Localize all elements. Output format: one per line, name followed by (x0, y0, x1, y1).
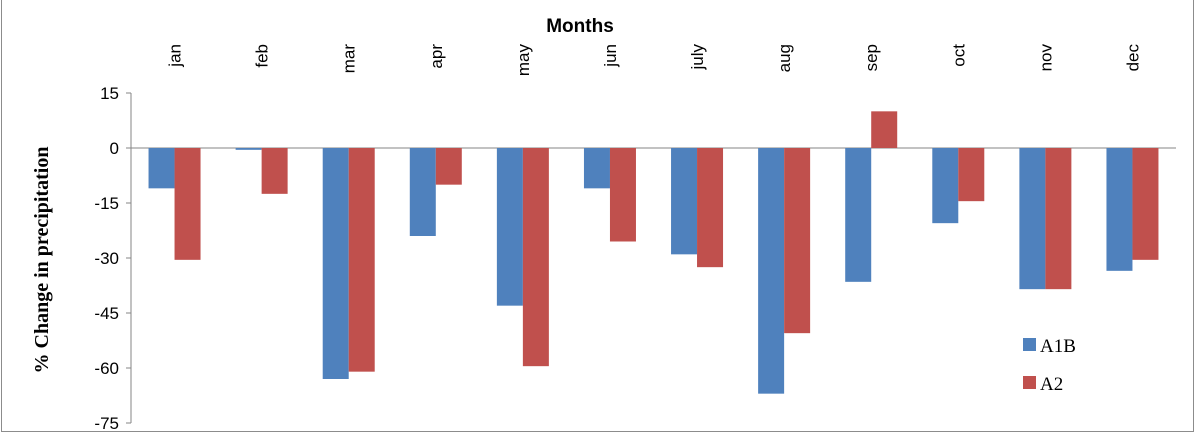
bar-a1b-nov (1019, 148, 1046, 290)
bar-a1b-feb (235, 148, 262, 150)
bar-a1b-mar (322, 148, 349, 379)
category-label: oct (949, 44, 968, 67)
legend-label: A1B (1040, 336, 1076, 357)
bar-a1b-aug (758, 148, 785, 394)
category-label: may (514, 44, 533, 77)
category-labels: jan feb mar apr may jun july aug sep oct nov dec (166, 44, 1143, 77)
bar-a1b-jan (148, 148, 175, 189)
category-label: sep (862, 44, 881, 71)
legend-swatch-a1b (1023, 338, 1036, 351)
bar-a2-jun (609, 148, 636, 242)
y-tick-label: -45 (94, 304, 119, 323)
category-label: apr (427, 44, 446, 69)
legend-label: A2 (1040, 374, 1063, 395)
bar-a1b-dec (1106, 148, 1133, 271)
bar-a1b-sep (845, 148, 872, 282)
bar-a1b-jun (583, 148, 610, 189)
y-tick-label: 15 (100, 84, 119, 103)
bar-a1b-apr (409, 148, 436, 236)
bar-a2-nov (1045, 148, 1072, 290)
y-tick-label: -75 (94, 414, 119, 433)
bar-a2-apr (435, 148, 462, 185)
bar-a1b-oct (932, 148, 959, 224)
y-tick-label: -30 (94, 249, 119, 268)
bar-a2-sep (871, 111, 898, 148)
bar-a2-oct (958, 148, 985, 202)
category-label: mar (340, 44, 359, 74)
axis-layer: 15 0 -15 -30 -45 -60 -75 (94, 84, 1176, 433)
y-tick-label: -60 (94, 359, 119, 378)
category-label: nov (1036, 44, 1055, 72)
bar-a2-aug (784, 148, 811, 334)
category-label: july (688, 44, 707, 71)
category-label: aug (775, 44, 794, 72)
bar-a2-july (697, 148, 724, 268)
bar-a2-mar (348, 148, 375, 372)
bar-a2-dec (1132, 148, 1159, 260)
y-axis-title: % Change in precipitation (31, 147, 53, 374)
category-label: feb (253, 44, 272, 68)
category-label: jan (166, 44, 185, 68)
category-label: jun (601, 44, 620, 68)
bar-a2-may (522, 148, 549, 367)
bar-a1b-may (496, 148, 523, 306)
legend: A1B A2 (1023, 336, 1076, 395)
bars-layer (148, 111, 1159, 394)
legend-swatch-a2 (1023, 376, 1036, 389)
bar-a1b-july (671, 148, 698, 255)
bar-a2-feb (261, 148, 288, 194)
x-axis-title: Months (546, 16, 614, 37)
category-label: dec (1123, 44, 1142, 72)
bar-a2-jan (174, 148, 201, 260)
y-tick-label: -15 (94, 194, 119, 213)
y-tick-label: 0 (110, 139, 119, 158)
